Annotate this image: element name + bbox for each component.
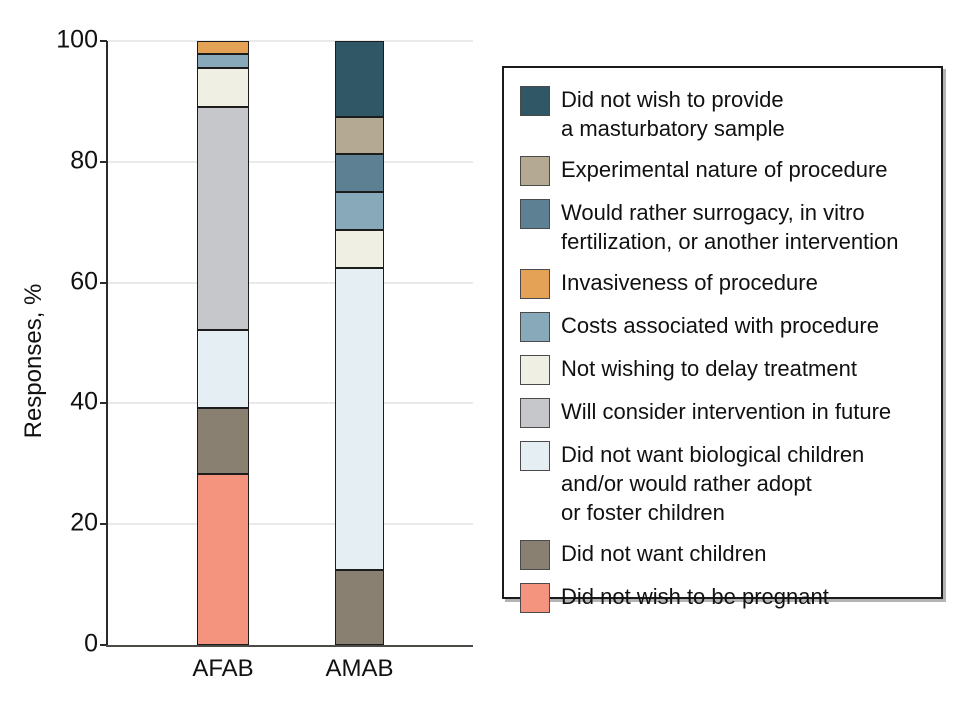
legend-swatch	[520, 312, 550, 342]
bar-segment	[197, 106, 249, 330]
legend-item: Did not want biological children and/or w…	[520, 440, 927, 527]
legend-label: Would rather surrogacy, in vitro fertiliz…	[561, 198, 899, 256]
plot-area	[108, 40, 473, 645]
bar-segment	[335, 267, 384, 570]
y-tick-label-60: 60	[70, 266, 98, 295]
gridline-60	[108, 281, 473, 284]
legend-label-line: Invasiveness of procedure	[561, 270, 818, 295]
legend-label: Did not wish to be pregnant	[561, 582, 829, 611]
legend-label-line: a masturbatory sample	[561, 116, 785, 141]
legend-label-line: Did not wish to be pregnant	[561, 584, 829, 609]
legend-item: Did not wish to be pregnant	[520, 582, 927, 613]
legend-label-line: fertilization, or another intervention	[561, 229, 899, 254]
y-tick-label-0: 0	[84, 629, 98, 658]
legend-item: Costs associated with procedure	[520, 311, 927, 342]
bar-segment	[197, 329, 249, 409]
legend-label-line: Not wishing to delay treatment	[561, 356, 857, 381]
legend-swatch	[520, 269, 550, 299]
y-tick-0	[100, 644, 107, 646]
bar-segment	[197, 54, 249, 68]
y-tick-label-80: 80	[70, 146, 98, 175]
y-tick-80	[100, 160, 107, 163]
legend-item: Not wishing to delay treatment	[520, 354, 927, 385]
legend-swatch	[520, 540, 550, 570]
y-tick-40	[100, 402, 107, 405]
legend-label: Experimental nature of procedure	[561, 155, 888, 184]
legend-label-line: Did not wish to provide	[561, 87, 784, 112]
legend-item: Did not want children	[520, 539, 927, 570]
legend-swatch	[520, 355, 550, 385]
legend-swatch	[520, 156, 550, 186]
bar-segment	[335, 154, 384, 192]
legend-swatch	[520, 86, 550, 116]
bar-segment	[335, 41, 384, 117]
x-label-afab: AFAB	[192, 655, 254, 682]
gridline-20	[108, 523, 473, 526]
legend: Did not wish to provide a masturbatory sa…	[502, 66, 943, 613]
legend-label-line: or foster children	[561, 500, 725, 525]
gridline-40	[108, 402, 473, 405]
bar-segment	[335, 192, 384, 230]
legend-item: Would rather surrogacy, in vitro fertiliz…	[520, 198, 927, 256]
legend-label-line: Did not want children	[561, 541, 767, 566]
legend-item: Will consider intervention in future	[520, 397, 927, 428]
legend-label-line: Did not want biological children	[561, 442, 865, 467]
legend-item: Experimental nature of procedure	[520, 155, 927, 186]
bar-afab	[197, 41, 249, 645]
legend-label-line: Experimental nature of procedure	[561, 157, 888, 182]
bar-segment	[197, 474, 249, 645]
y-tick-label-100: 100	[56, 25, 98, 54]
legend-label: Not wishing to delay treatment	[561, 354, 857, 383]
legend-label-line: Costs associated with procedure	[561, 313, 879, 338]
bar-segment	[197, 67, 249, 107]
legend-label-line: Would rather surrogacy, in vitro	[561, 200, 865, 225]
legend-label: Costs associated with procedure	[561, 311, 879, 340]
gridline-80	[108, 160, 473, 163]
bar-segment	[335, 116, 384, 155]
legend-swatch	[520, 199, 550, 229]
legend-label-line: Will consider intervention in future	[561, 399, 892, 424]
legend-swatch	[520, 441, 550, 471]
legend-label: Did not want biological children and/or w…	[561, 440, 864, 527]
legend-label-line: and/or would rather adopt	[561, 471, 812, 496]
y-tick-label-40: 40	[70, 387, 98, 416]
legend-label: Invasiveness of procedure	[561, 268, 818, 297]
bar-segment	[197, 41, 249, 55]
legend-swatch	[520, 398, 550, 428]
bar-segment	[335, 569, 384, 645]
bar-amab	[335, 41, 384, 645]
y-axis-spine	[106, 41, 108, 647]
y-tick-20	[100, 523, 107, 526]
legend-label: Did not want children	[561, 539, 766, 568]
y-tick-label-20: 20	[70, 508, 98, 537]
bar-segment	[197, 408, 249, 475]
legend-label: Will consider intervention in future	[561, 397, 891, 426]
legend-item: Did not wish to provide a masturbatory sa…	[520, 85, 927, 143]
gridline-100	[108, 40, 473, 42]
y-tick-100	[100, 40, 107, 42]
x-label-amab: AMAB	[325, 655, 394, 682]
bar-segment	[335, 229, 384, 268]
y-tick-60	[100, 281, 107, 284]
legend-item: Invasiveness of procedure	[520, 268, 927, 299]
legend-swatch	[520, 583, 550, 613]
x-axis-line	[106, 645, 473, 647]
legend-label: Did not wish to provide a masturbatory sa…	[561, 85, 785, 143]
